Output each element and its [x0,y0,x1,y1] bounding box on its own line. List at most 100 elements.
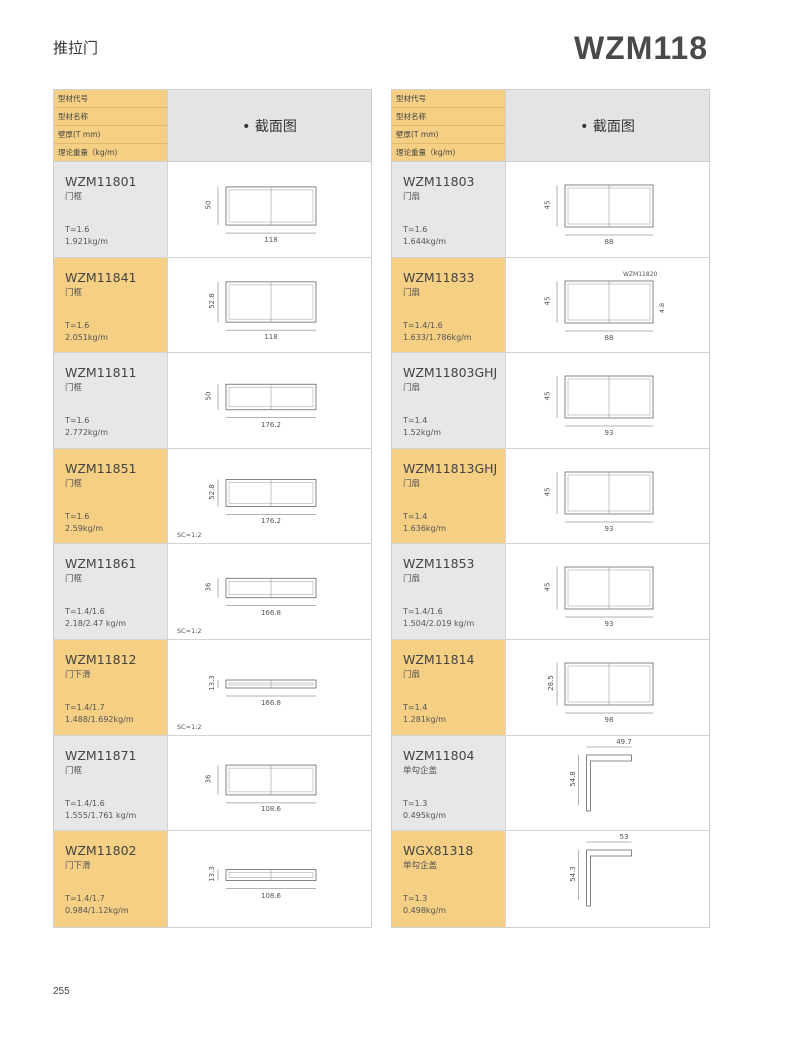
table-header: 型材代号 型材名称 壁厚(T mm) 理论重量（kg/m) • 截面图 [392,90,709,162]
profile-id: WZM11802 [65,843,137,859]
profile-info: WZM11802 门下滑 T=1.4/1.7 0.984/1.12kg/m [54,831,167,927]
header-label: 型材名称 [54,108,167,126]
profile-name: 门框 [65,192,83,202]
weight: 1.281kg/m [403,714,447,724]
wall-thickness: T=1.6 [65,511,90,521]
profile-name: 门扇 [403,383,421,394]
width-dimension: 108.6 [260,891,282,900]
width-dimension: 88 [604,333,614,342]
wall-thickness: T=1.4/1.7 [65,894,105,904]
profile-id: WZM11871 [65,747,137,763]
weight: 0.495kg/m [403,810,447,820]
height-dimension: 50 [204,200,213,210]
wall-thickness: T=1.6 [65,225,90,234]
profile-row: WZM11802 门下滑 T=1.4/1.7 0.984/1.12kg/m 13.… [54,831,371,927]
section-drawing: 45 88 [505,162,709,257]
profile-id: WGX81318 [403,843,474,859]
profile-row: WZM11851 门框 T=1.6 2.59kg/m 52.8 176.2 SC=… [54,448,371,545]
width-dimension: 176.2 [260,420,282,429]
width-dimension: 118 [264,236,278,245]
height-dimension: 45 [543,200,552,210]
section-drawing: 45 88 WZM11820 4.8 [505,257,709,353]
section-title: 推拉门 [53,39,99,57]
width-dimension: 93 [604,429,614,438]
scale-note: SC=1:2 [177,626,202,635]
profile-id: WZM11841 [65,269,137,285]
section-drawing: 54.8 49.7 [505,735,709,831]
profile-row: WZM11812 门下滑 T=1.4/1.7 1.488/1.692kg/m 13… [54,639,371,736]
profile-name: 单勾企盖 [403,765,438,776]
section-drawing: 54.3 53 [505,831,709,927]
series-code: WZM118 [573,30,708,66]
profile-name: 单勾企盖 [403,861,438,872]
height-dimension: 54.8 [568,770,577,787]
header-label: 型材代号 [54,90,167,108]
height-dimension: 52.8 [207,292,216,309]
width-dimension: 166.8 [260,609,282,618]
section-drawing: 52.8 118 [167,257,371,353]
profile-name: 门框 [65,383,83,394]
wall-thickness: T=1.6 [65,416,90,426]
header-label: 型材代号 [392,90,505,108]
weight: 1.636kg/m [403,523,447,533]
wall-thickness: T=1.4/1.6 [65,798,105,808]
wall-thickness: T=1.6 [403,225,428,234]
profile-info: WZM11853 门扇 T=1.4/1.6 1.504/2.019 kg/m [392,544,505,639]
profile-info: WZM11803GHJ 门扇 T=1.4 1.52kg/m [392,353,505,448]
profile-name: 门扇 [403,574,421,585]
profile-id: WZM11833 [403,269,475,285]
wall-thickness: T=1.4 [403,511,428,521]
profile-name: 门扇 [403,287,421,298]
section-drawing: 13.3 108.6 [167,831,371,927]
weight: 1.633/1.786kg/m [403,332,472,342]
weight: 2.18/2.47 kg/m [65,619,127,629]
profile-id: WZM11851 [65,460,137,476]
width-dimension: 49.7 [616,737,632,746]
wall-thickness: T=1.6 [65,320,90,330]
weight: 1.52kg/m [403,428,442,438]
profile-name: 门扇 [403,192,421,202]
section-drawing: 36 166.8 SC=1:2 [167,544,371,639]
width-dimension: 93 [604,620,614,629]
profile-info: WZM11803 门扇 T=1.6 1.644kg/m [392,162,505,257]
header-label: 壁厚(T mm) [54,126,167,144]
header-label: 壁厚(T mm) [392,126,505,144]
header-label: 型材名称 [392,108,505,126]
weight: 1.488/1.692kg/m [65,714,134,724]
profile-info: WZM11833 门扇 T=1.4/1.6 1.633/1.786kg/m [392,257,505,353]
profile-id: WZM11803 [403,174,475,189]
profile-row: WZM11871 门框 T=1.4/1.6 1.555/1.761 kg/m 36… [54,735,371,832]
drawing-title: • 截面图 [505,90,709,161]
profile-info: WZM11813GHJ 门扇 T=1.4 1.636kg/m [392,448,505,544]
profile-table-right: 型材代号 型材名称 壁厚(T mm) 理论重量（kg/m) • 截面图 WZM11803… [391,89,710,928]
profile-info: WZM11861 门框 T=1.4/1.6 2.18/2.47 kg/m [54,544,167,639]
profile-row: WZM11803GHJ 门扇 T=1.4 1.52kg/m 45 93 [392,353,709,449]
profile-name: 门扇 [403,478,421,489]
profile-row: WZM11841 门框 T=1.6 2.051kg/m 52.8 118 [54,257,371,354]
height-dimension: 45 [543,391,552,401]
height-dimension: 13.3 [207,675,216,691]
wall-thickness: T=1.4/1.6 [403,607,443,617]
section-drawing: 28.5 98 [505,639,709,735]
profile-id: WZM11853 [403,556,475,572]
profile-row: WGX81318 单勾企盖 T=1.3 0.498kg/m 54.3 53 [392,831,709,927]
height-dimension: 52.8 [207,483,216,500]
width-dimension: 88 [604,238,614,246]
height-dimension: 36 [204,774,213,784]
profile-info: WZM11841 门框 T=1.6 2.051kg/m [54,257,167,353]
profile-row: WZM11861 门框 T=1.4/1.6 2.18/2.47 kg/m 36 1… [54,544,371,640]
section-drawing: 13.3 166.8 SC=1:2 [167,639,371,735]
extra-profile-label: WZM11820 [623,270,658,278]
profile-name: 门框 [65,765,83,776]
height-dimension: 36 [204,582,213,592]
weight: 2.59kg/m [65,523,104,533]
header-label: 理论重量（kg/m) [396,148,456,157]
profile-info: WZM11812 门下滑 T=1.4/1.7 1.488/1.692kg/m [54,639,167,735]
width-dimension: 166.8 [260,698,282,707]
profile-id: WZM11804 [403,747,475,763]
profile-name: 门扇 [403,669,421,680]
profile-shape [586,754,632,811]
profile-table-left: 型材代号 型材名称 壁厚(T mm) 理论重量（kg/m) • 截面图 WZM11801… [53,89,372,928]
profile-id: WZM11803GHJ [403,365,498,381]
